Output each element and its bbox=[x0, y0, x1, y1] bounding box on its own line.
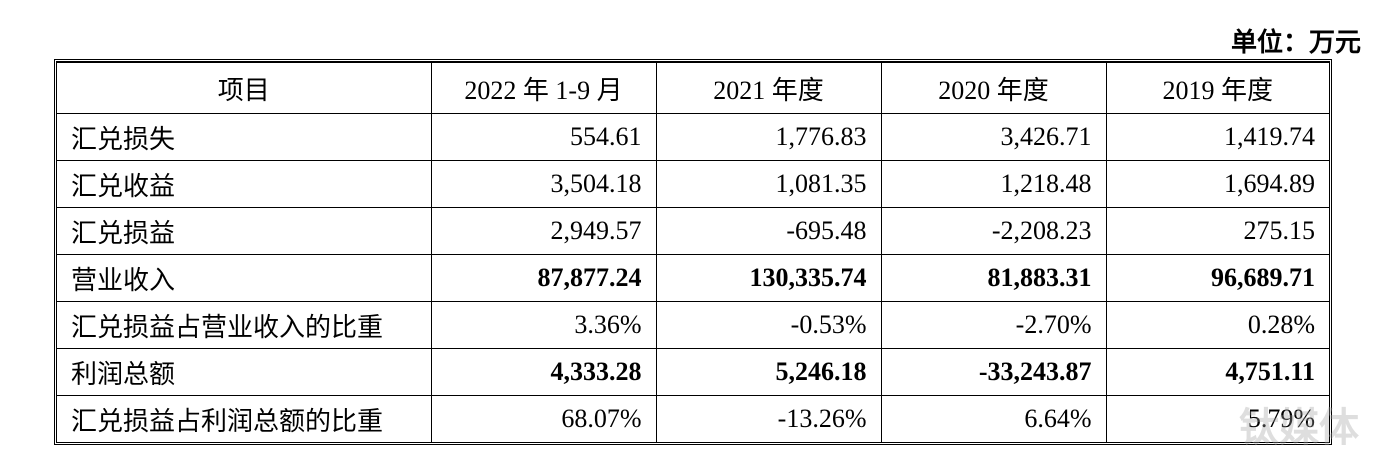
watermark: 钛媒体 bbox=[1239, 405, 1359, 451]
header-row: 项目 2022 年 1-9 月 2021 年度 2020 年度 2019 年度 bbox=[57, 62, 1329, 114]
cell: 81,883.31 bbox=[880, 254, 1107, 302]
header-cell: 2019 年度 bbox=[1105, 62, 1329, 114]
cell: 1,776.83 bbox=[655, 113, 882, 161]
cell: 3,504.18 bbox=[430, 160, 657, 208]
cell: 1,218.48 bbox=[880, 160, 1107, 208]
row-label: 汇兑收益 bbox=[57, 160, 432, 208]
cell: 68.07% bbox=[430, 395, 657, 442]
cell: 5,246.18 bbox=[655, 348, 882, 396]
header-cell: 2020 年度 bbox=[880, 62, 1107, 114]
cell: 1,419.74 bbox=[1105, 113, 1329, 161]
cell: 1,694.89 bbox=[1105, 160, 1329, 208]
row: 汇兑损益占营业收入的比重 3.36% -0.53% -2.70% 0.28% bbox=[57, 301, 1329, 349]
row-label: 汇兑损益占利润总额的比重 bbox=[57, 395, 432, 442]
cell: 87,877.24 bbox=[430, 254, 657, 302]
cell: 554.61 bbox=[430, 113, 657, 161]
header-cell: 2022 年 1-9 月 bbox=[430, 62, 657, 114]
row-label: 汇兑损益占营业收入的比重 bbox=[57, 301, 432, 349]
cell: 3.36% bbox=[430, 301, 657, 349]
row-label: 利润总额 bbox=[57, 348, 432, 396]
cell: 6.64% bbox=[880, 395, 1107, 442]
cell: 4,333.28 bbox=[430, 348, 657, 396]
row: 汇兑损益 2,949.57 -695.48 -2,208.23 275.15 bbox=[57, 207, 1329, 255]
cell: 5.79% bbox=[1105, 395, 1329, 442]
header-cell: 2021 年度 bbox=[655, 62, 882, 114]
cell: -2,208.23 bbox=[880, 207, 1107, 255]
row-label: 汇兑损失 bbox=[57, 113, 432, 161]
cell: 4,751.11 bbox=[1105, 348, 1329, 396]
row: 营业收入 87,877.24 130,335.74 81,883.31 96,689.7… bbox=[57, 254, 1329, 302]
table: 项目 2022 年 1-9 月 2021 年度 2020 年度 2019 年度 汇兑损失 5… bbox=[57, 62, 1329, 442]
cell: 96,689.71 bbox=[1105, 254, 1329, 302]
row: 汇兑收益 3,504.18 1,081.35 1,218.48 1,694.89 bbox=[57, 160, 1329, 208]
cell: 3,426.71 bbox=[880, 113, 1107, 161]
cell: 275.15 bbox=[1105, 207, 1329, 255]
row-label: 汇兑损益 bbox=[57, 207, 432, 255]
row: 汇兑损失 554.61 1,776.83 3,426.71 1,419.74 bbox=[57, 113, 1329, 161]
unit-label: 单位：万元 bbox=[1230, 28, 1361, 57]
header-cell: 项目 bbox=[57, 62, 432, 114]
cell: 2,949.57 bbox=[430, 207, 657, 255]
cell: 1,081.35 bbox=[655, 160, 882, 208]
cell: 130,335.74 bbox=[655, 254, 882, 302]
cell: -695.48 bbox=[655, 207, 882, 255]
cell: 0.28% bbox=[1105, 301, 1329, 349]
row: 汇兑损益占利润总额的比重 68.07% -13.26% 6.64% 5.79% bbox=[57, 395, 1329, 442]
cell: -13.26% bbox=[655, 395, 882, 442]
table-frame: 项目 2022 年 1-9 月 2021 年度 2020 年度 2019 年度 汇兑损失 5… bbox=[54, 59, 1332, 445]
cell: -2.70% bbox=[880, 301, 1107, 349]
cell: -0.53% bbox=[655, 301, 882, 349]
row: 利润总额 4,333.28 5,246.18 -33,243.87 4,751.11 bbox=[57, 348, 1329, 396]
cell: -33,243.87 bbox=[880, 348, 1107, 396]
row-label: 营业收入 bbox=[57, 254, 432, 302]
